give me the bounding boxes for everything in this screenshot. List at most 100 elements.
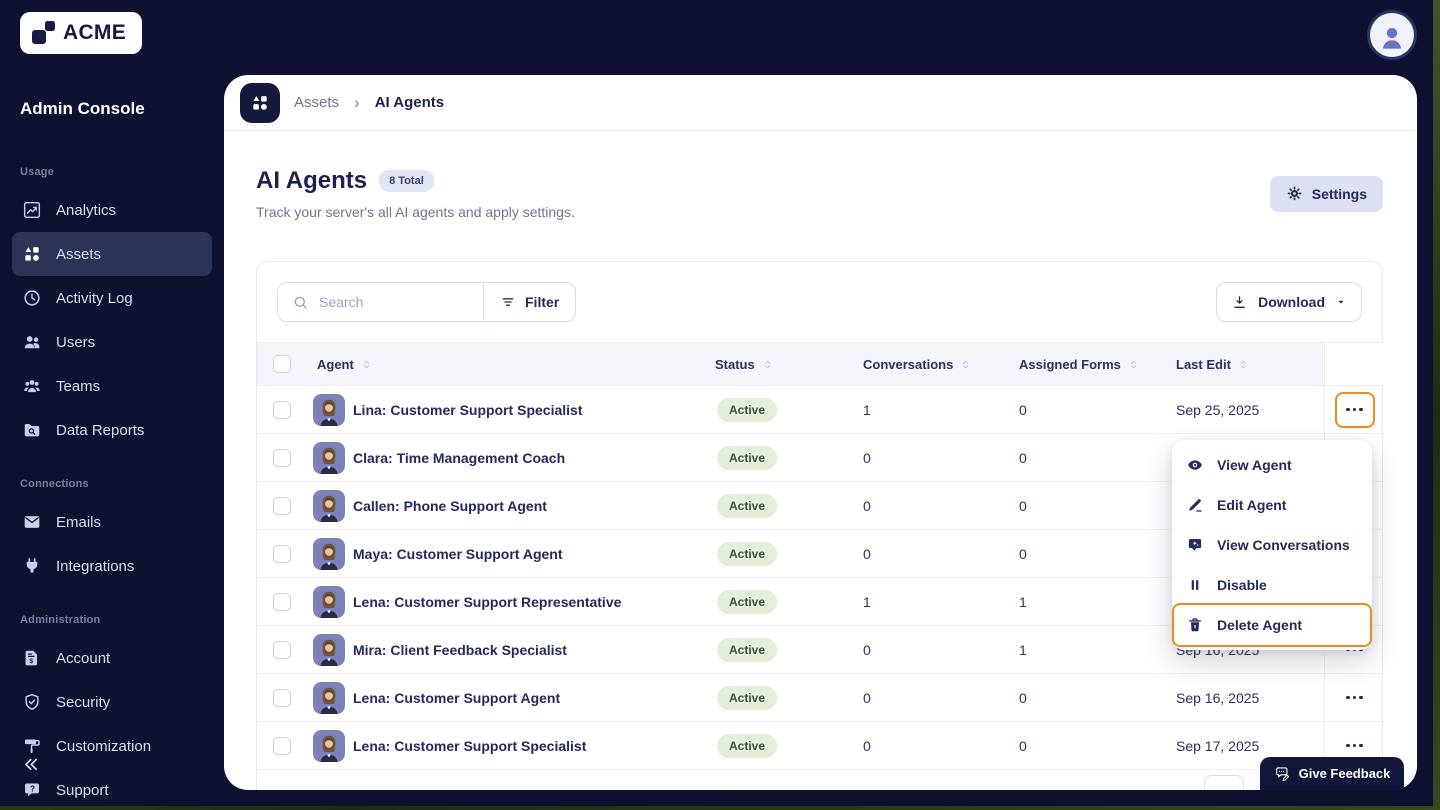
sidebar-item-label: Security (56, 693, 111, 711)
sidebar-section: Usage Analytics Assets Activity Log User… (0, 166, 224, 452)
agent-name: Lena: Customer Support Specialist (353, 737, 587, 754)
download-button[interactable]: Download (1216, 282, 1362, 322)
table-row: Lena: Customer Support Representative Ac… (257, 578, 1382, 626)
sidebar: ACME Admin Console Usage Analytics Asset… (0, 0, 224, 806)
conversations-count: 1 (863, 401, 871, 418)
sidebar-section-label: Administration (20, 614, 101, 626)
analytics-icon (22, 200, 42, 220)
column-header-assigned-forms[interactable]: Assigned Forms (1019, 357, 1176, 372)
settings-label: Settings (1311, 185, 1367, 202)
sidebar-item-label: Teams (56, 377, 101, 395)
sidebar-title: Admin Console (20, 99, 145, 118)
trash-icon (1186, 616, 1204, 634)
column-header-status[interactable]: Status (715, 357, 863, 372)
agent-avatar (313, 490, 345, 522)
sidebar-item-analytics[interactable]: Analytics (12, 188, 212, 232)
row-checkbox[interactable] (273, 496, 291, 515)
menu-item-view-conversations[interactable]: View Conversations (1174, 525, 1370, 565)
give-feedback-button[interactable]: Give Feedback (1260, 757, 1404, 790)
conversations-count: 0 (863, 737, 871, 754)
assets-breadcrumb-icon (240, 82, 280, 123)
row-actions-button[interactable] (1334, 391, 1375, 428)
sidebar-section-label: Connections (20, 478, 89, 490)
conversations-count: 0 (863, 689, 871, 706)
sidebar-section: Administration Account Security Customiz… (0, 614, 224, 806)
breadcrumb: Assets › AI Agents (224, 75, 1417, 131)
menu-item-edit-agent[interactable]: Edit Agent (1174, 485, 1370, 525)
sidebar-item-data-reports[interactable]: Data Reports (12, 408, 212, 452)
column-header-last-edit[interactable]: Last Edit (1176, 357, 1324, 372)
brand-logo[interactable]: ACME (20, 12, 143, 54)
sidebar-item-security[interactable]: Security (12, 680, 212, 724)
column-header-agent[interactable]: Agent (301, 357, 715, 372)
user-avatar[interactable] (1370, 13, 1414, 57)
row-actions-button[interactable] (1335, 680, 1375, 716)
menu-item-disable[interactable]: Disable (1174, 565, 1370, 605)
menu-item-delete-agent[interactable]: Delete Agent (1174, 605, 1370, 645)
row-checkbox[interactable] (273, 400, 291, 419)
table-row: Lena: Customer Support Agent Active 0 0 … (257, 674, 1382, 722)
sidebar-item-assets[interactable]: Assets (12, 232, 212, 276)
settings-button[interactable]: Settings (1269, 175, 1383, 212)
sidebar-item-activity-log[interactable]: Activity Log (12, 276, 212, 320)
agent-avatar (313, 538, 345, 570)
filter-icon (500, 294, 516, 310)
sidebar-item-label: Support (56, 781, 109, 799)
breadcrumb-assets-link[interactable]: Assets (294, 94, 340, 111)
sidebar-item-account[interactable]: Account (12, 636, 212, 680)
sidebar-collapse-button[interactable] (20, 755, 42, 777)
sidebar-item-label: Data Reports (56, 421, 145, 439)
download-icon (1231, 294, 1248, 311)
select-all-checkbox[interactable] (273, 355, 291, 373)
sidebar-item-teams[interactable]: Teams (12, 364, 212, 408)
row-actions-button[interactable] (1335, 728, 1375, 764)
assets-icon (22, 244, 42, 264)
filter-button[interactable]: Filter (483, 283, 576, 321)
row-checkbox[interactable] (273, 688, 291, 707)
assigned-forms-count: 1 (1019, 593, 1027, 610)
account-icon (22, 648, 42, 668)
table-header-row: Agent Status Conversations Assigned Form… (257, 342, 1384, 386)
sidebar-item-customization[interactable]: Customization (12, 724, 212, 768)
data-reports-icon (22, 420, 42, 440)
search-input[interactable] (319, 294, 467, 310)
column-header-actions (1324, 343, 1384, 385)
page-subtitle: Track your server's all AI agents and ap… (256, 204, 575, 220)
sidebar-item-label: Integrations (56, 557, 135, 575)
sidebar-item-users[interactable]: Users (12, 320, 212, 364)
sidebar-section-label: Usage (20, 166, 55, 178)
person-icon (1378, 23, 1406, 51)
row-checkbox[interactable] (273, 592, 291, 611)
main-panel: Assets › AI Agents AI Agents 8 Total Tra… (224, 75, 1417, 790)
sidebar-item-integrations[interactable]: Integrations (12, 544, 212, 588)
table-row: Lina: Customer Support Specialist Active… (257, 386, 1382, 434)
assigned-forms-count: 0 (1019, 449, 1027, 466)
agent-name: Lina: Customer Support Specialist (353, 401, 583, 418)
last-edit-date: Sep 16, 2025 (1176, 689, 1260, 706)
row-checkbox[interactable] (273, 544, 291, 563)
sort-icon (1127, 358, 1140, 371)
menu-item-label: Disable (1217, 577, 1267, 593)
assigned-forms-count: 1 (1019, 641, 1027, 658)
page-title-block: AI Agents 8 Total Track your server's al… (256, 167, 575, 220)
row-checkbox[interactable] (273, 448, 291, 467)
row-checkbox[interactable] (273, 736, 291, 755)
agent-name: Callen: Phone Support Agent (353, 497, 547, 514)
sort-icon (959, 358, 972, 371)
column-header-conversations[interactable]: Conversations (863, 357, 1019, 372)
table-body: Lina: Customer Support Specialist Active… (257, 386, 1382, 770)
eye-icon (1186, 456, 1204, 474)
status-badge: Active (717, 637, 778, 662)
feedback-chat-pencil-icon (1274, 765, 1291, 782)
sidebar-item-support[interactable]: Support (12, 768, 212, 806)
menu-item-view-agent[interactable]: View Agent (1174, 445, 1370, 485)
menu-item-label: View Agent (1217, 457, 1292, 473)
sidebar-item-label: Customization (56, 737, 152, 755)
agent-name: Maya: Customer Support Agent (353, 545, 563, 562)
sidebar-item-emails[interactable]: Emails (12, 500, 212, 544)
pagination-control-partial[interactable] (1204, 775, 1244, 789)
row-checkbox[interactable] (273, 640, 291, 659)
caret-down-icon (1335, 296, 1347, 308)
